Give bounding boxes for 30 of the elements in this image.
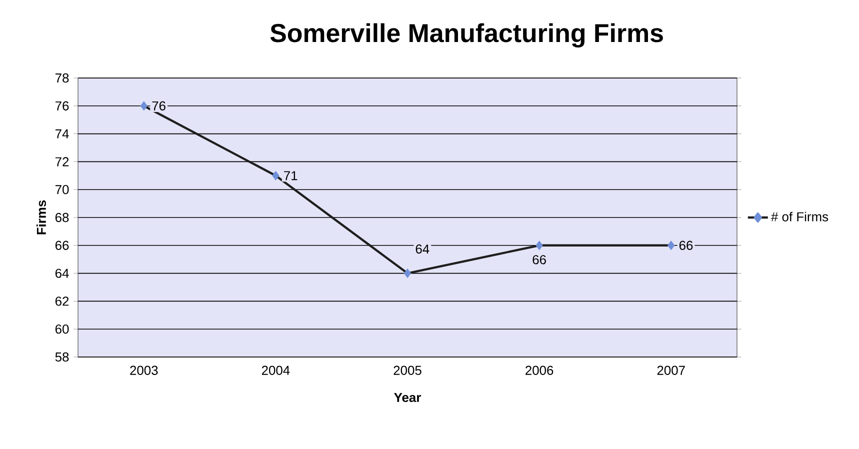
- x-axis-title: Year: [394, 393, 421, 402]
- point: [404, 268, 412, 278]
- y-tick-label: 62: [55, 296, 69, 306]
- x-tick-label: 2006: [526, 366, 554, 375]
- y-tick-label: 68: [55, 212, 69, 222]
- y-tick-label: 66: [55, 240, 69, 250]
- y-axis-title: Firms: [36, 200, 46, 234]
- data-label: 71: [284, 171, 298, 180]
- y-tick-label: 64: [55, 268, 69, 278]
- data-label: 64: [416, 244, 430, 254]
- y-tick-label: 60: [55, 324, 69, 334]
- y-tick-label: 58: [55, 352, 69, 362]
- y-tick-label: 74: [55, 129, 69, 138]
- y-tick-label: 72: [55, 157, 69, 166]
- y-tick-label: 78: [55, 73, 69, 83]
- point: [536, 240, 543, 250]
- point: [667, 240, 675, 250]
- y-tick-label: 70: [55, 185, 69, 194]
- x-tick-label: 2003: [130, 366, 158, 375]
- y-tick-label: 76: [55, 101, 69, 110]
- data-label: 66: [532, 255, 546, 264]
- point: [140, 101, 148, 111]
- x-tick-label: 2004: [262, 366, 290, 375]
- chart-title: Somerville Manufacturing Firms: [270, 23, 663, 48]
- x-tick-label: 2005: [394, 366, 422, 375]
- data-label: 66: [679, 240, 693, 250]
- legend-label: # of Firms: [771, 212, 828, 222]
- data-label: 76: [152, 101, 166, 110]
- point: [272, 170, 280, 180]
- x-tick-label: 2007: [657, 366, 685, 375]
